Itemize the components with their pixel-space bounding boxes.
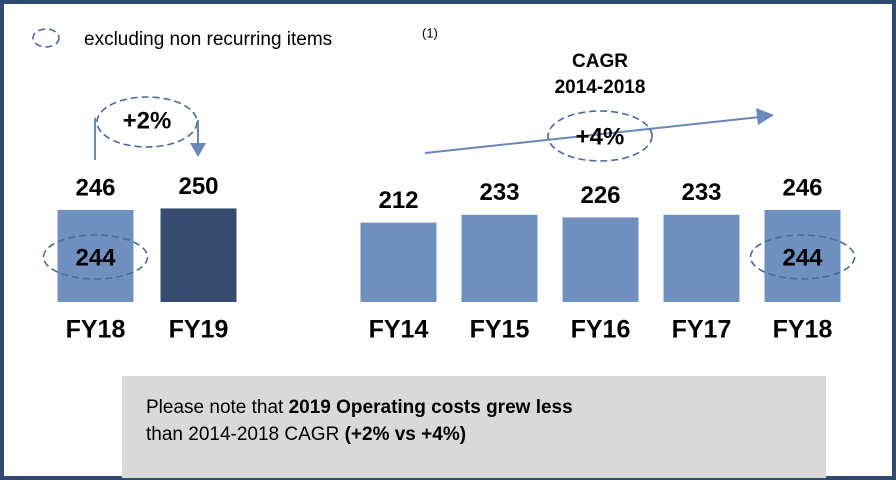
x-tick-label: FY18 [773,316,833,344]
value-label: 212 [378,187,418,214]
bar [764,209,841,302]
bar [461,214,538,302]
value-label: 233 [681,179,721,206]
annotation-title: 2014-2018 [555,77,646,98]
bar [57,209,134,302]
adjusted-ellipse [749,234,856,280]
value-label: 250 [178,173,218,200]
x-tick-label: FY14 [369,316,429,344]
legend-icon [32,28,60,48]
value-label: 233 [479,179,519,206]
arrowhead [756,108,774,125]
growth-label: +2% [123,107,172,134]
value-label: 246 [75,174,115,201]
note-box [122,376,826,478]
value-label: 246 [782,174,822,201]
adjusted-label: 244 [75,244,116,271]
cagr-line [424,116,761,154]
note-segment: (+2% vs +4%) [345,424,466,445]
x-tick-label: FY19 [169,316,229,344]
bar [562,217,639,302]
note-segment: 2019 Operating costs grew less [289,397,573,418]
adjusted-label: 244 [782,244,823,271]
note-segment: Please note that [146,397,289,418]
adjusted-ellipse [42,234,149,280]
x-tick-label: FY18 [66,316,126,344]
growth-ellipse [547,110,653,162]
bar [663,214,740,302]
growth-label: +4% [576,123,625,150]
legend-label: excluding non recurring items [84,29,332,50]
x-tick-label: FY16 [571,316,631,344]
bar [360,222,437,302]
note-segment: than 2014-2018 CAGR [146,424,345,445]
bar [160,208,237,302]
value-label: 226 [580,182,620,209]
annotation-title: CAGR [572,51,628,72]
arrowhead [190,143,206,157]
legend-note: (1) [422,25,438,40]
note-text: Please note that 2019 Operating costs gr… [146,397,573,445]
x-tick-label: FY17 [672,316,732,344]
x-tick-label: FY15 [470,316,530,344]
